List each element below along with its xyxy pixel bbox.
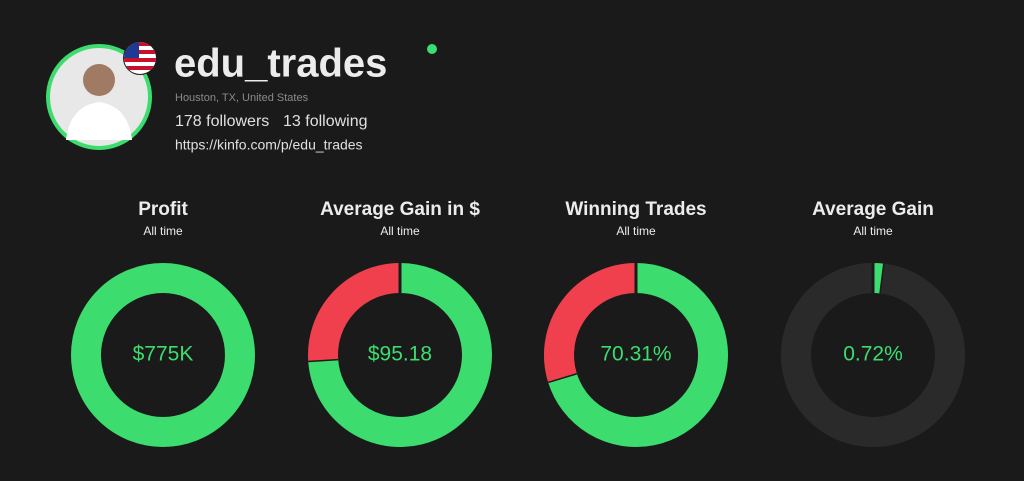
avatar-body: [66, 102, 132, 140]
donut-segment: [308, 263, 401, 361]
stat-subtitle: All time: [380, 224, 420, 238]
stat-title: Profit: [138, 199, 188, 220]
donut-segment: [544, 263, 637, 382]
location: Houston, TX, United States: [175, 92, 309, 104]
stat-subtitle: All time: [616, 224, 656, 238]
donut-segment: [781, 263, 965, 447]
donut-center-label: $95.18: [368, 343, 432, 366]
flag-stripe: [124, 66, 156, 70]
donut-center-label: $775K: [133, 343, 194, 366]
followers[interactable]: 178 followers: [175, 113, 269, 130]
verified-badge: [427, 44, 437, 54]
flag-stripe: [124, 58, 156, 62]
flag: [123, 41, 157, 75]
stat-subtitle: All time: [143, 224, 183, 238]
avatar[interactable]: [46, 44, 152, 150]
donut-center-label: 0.72%: [843, 343, 903, 366]
flag-stripe: [124, 42, 156, 46]
avatar-head: [83, 64, 115, 96]
following[interactable]: 13 following: [283, 113, 368, 130]
donut-segment: [547, 263, 728, 447]
stat-title: Average Gain in $: [320, 199, 480, 220]
username: edu_trades: [174, 42, 387, 86]
donut-segment: [71, 263, 255, 447]
profile-link[interactable]: https://kinfo.com/p/edu_trades: [175, 137, 363, 153]
flag-stripe: [124, 50, 156, 54]
stat-title: Winning Trades: [565, 199, 706, 220]
stat-title: Average Gain: [812, 199, 934, 220]
stat-subtitle: All time: [853, 224, 893, 238]
donut-center-label: 70.31%: [600, 343, 671, 366]
donut-segment: [308, 263, 492, 447]
